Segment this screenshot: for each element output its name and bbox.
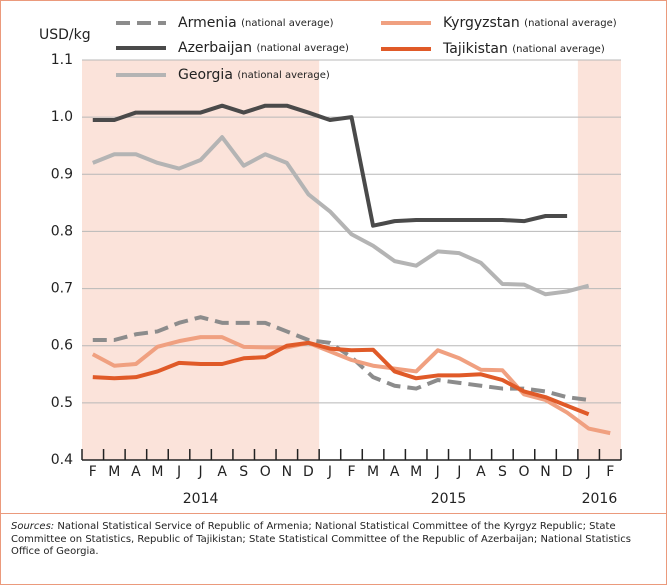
x-tick-label: F (347, 464, 355, 480)
legend-note: (national average) (524, 18, 617, 29)
x-tick-label: J (176, 464, 181, 480)
y-tick-label: 0.8 (51, 223, 73, 239)
year-shade (577, 60, 621, 460)
legend-note: (national average) (241, 18, 334, 29)
x-tick-label: N (540, 464, 550, 480)
x-tick-label: A (390, 464, 400, 480)
series-line (92, 135, 590, 297)
x-tick-label: M (410, 464, 422, 480)
legend-label: Kyrgyzstan (national average) (443, 15, 617, 31)
y-tick-label: 1.1 (51, 52, 73, 68)
y-tick-label: 0.9 (51, 166, 73, 182)
source-label: Sources: (11, 521, 55, 532)
legend-note: (national average) (237, 70, 330, 81)
legend-note: (national average) (256, 43, 349, 54)
year-label: 2014 (183, 491, 219, 507)
source-text: National Statistical Service of Republic… (11, 521, 632, 557)
source-note: Sources: National Statistical Service of… (11, 521, 656, 559)
legend-label: Tajikistan (national average) (442, 41, 605, 57)
y-tick-label: 1.0 (51, 109, 73, 125)
x-tick-label: O (260, 464, 271, 480)
x-tick-label: J (456, 464, 461, 480)
x-tick-label: J (327, 464, 332, 480)
year-shade (82, 60, 320, 460)
x-tick-label: J (435, 464, 440, 480)
year-label: 2016 (582, 491, 618, 507)
legend-name: Kyrgyzstan (443, 15, 520, 31)
x-tick-label: A (476, 464, 486, 480)
x-tick-label: A (217, 464, 227, 480)
x-tick-label: M (108, 464, 120, 480)
x-tick-label: A (131, 464, 141, 480)
legend-note: (national average) (512, 44, 605, 55)
x-tick-label: D (562, 464, 573, 480)
legend-name: Armenia (178, 15, 237, 31)
y-axis-label: USD/kg (39, 27, 91, 43)
series-line (92, 340, 590, 417)
legend-name: Georgia (178, 67, 233, 83)
x-tick-label: D (303, 464, 314, 480)
legend-label: Azerbaijan (national average) (178, 40, 349, 56)
y-tick-label: 0.4 (51, 452, 73, 468)
series-line (92, 103, 568, 228)
y-tick-label: 0.7 (51, 281, 73, 297)
y-tick-label: 0.6 (51, 338, 73, 354)
separator (1, 513, 666, 514)
x-tick-label: F (89, 464, 97, 480)
x-tick-label: O (518, 464, 529, 480)
x-tick-label: J (198, 464, 203, 480)
x-tick-label: F (606, 464, 614, 480)
x-tick-label: M (367, 464, 379, 480)
legend-name: Azerbaijan (178, 40, 252, 56)
x-tick-label: N (282, 464, 292, 480)
legend-label: Armenia (national average) (178, 15, 334, 31)
y-tick-label: 0.5 (51, 395, 73, 411)
x-tick-label: S (239, 464, 248, 480)
year-label: 2015 (431, 491, 467, 507)
chart: USD/kg 0.40.50.60.70.80.91.01.1F M A M J J A S O… (39, 15, 622, 507)
legend-name: Tajikistan (442, 41, 508, 57)
x-tick-label: J (586, 464, 591, 480)
legend-label: Georgia (national average) (178, 67, 330, 83)
x-tick-label: S (498, 464, 507, 480)
series-line (91, 335, 611, 436)
x-tick-label: M (151, 464, 163, 480)
